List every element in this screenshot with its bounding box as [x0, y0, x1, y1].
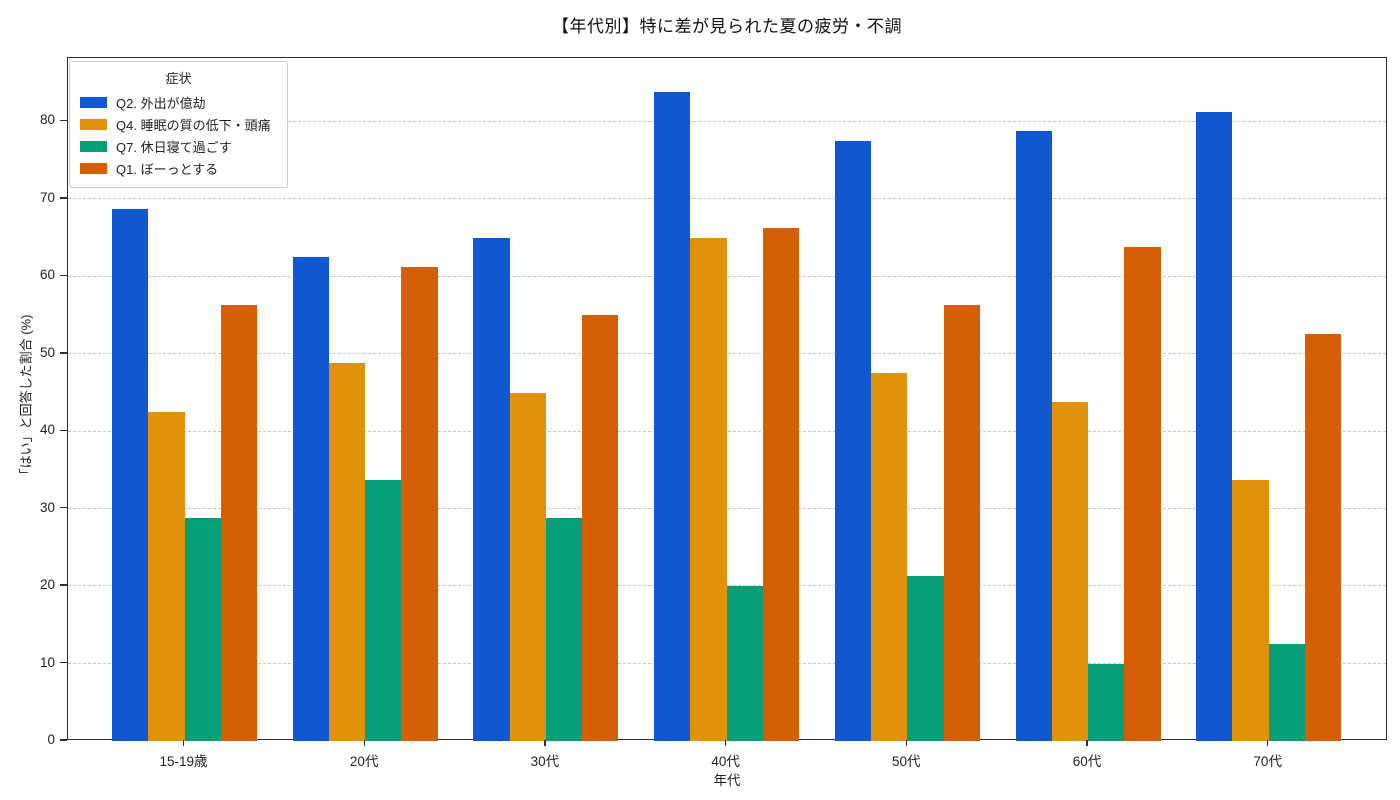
ytick-label-70: 70 [39, 189, 55, 205]
bar-15-19歳-Q2. 外出が億劫 [112, 208, 149, 741]
xtick-label-70代: 70代 [1253, 754, 1282, 769]
ytick-mark-30 [60, 506, 67, 509]
bar-20代-Q2. 外出が億劫 [292, 257, 329, 741]
bar-15-19歳-Q1. ぼーっとする [220, 305, 257, 741]
legend-item: Q2. 外出が億劫 [80, 91, 277, 113]
bar-40代-Q7. 休日寝て過ごす [726, 586, 763, 741]
bar-50代-Q1. ぼーっとする [943, 305, 980, 741]
ytick-label-0: 0 [47, 732, 55, 747]
legend-items: Q2. 外出が億劫 Q4. 睡眠の質の低下・頭痛 Q7. 休日寝て過ごす Q1. ぼー… [80, 91, 277, 179]
legend: 症状 Q2. 外出が億劫 Q4. 睡眠の質の低下・頭痛 Q7. 休日寝て過ごす Q1.… [69, 61, 288, 188]
ytick-label-80: 80 [39, 112, 55, 128]
ytick-mark-20 [60, 584, 67, 586]
bar-30代-Q7. 休日寝て過ごす [545, 518, 583, 741]
bar-40代-Q1. ぼーっとする [762, 227, 800, 741]
xtick-mark-70代 [1267, 740, 1269, 746]
bar-40代-Q2. 外出が億劫 [654, 92, 691, 741]
gridline-y-20 [68, 585, 1386, 587]
ytick-label-10: 10 [39, 654, 55, 670]
gridline-y-30 [68, 507, 1386, 509]
ytick-label-50: 50 [39, 344, 55, 360]
ytick-label-20: 20 [39, 577, 55, 593]
ytick-label-40: 40 [39, 422, 55, 438]
xtick-mark-60代 [1086, 740, 1088, 746]
gridline-y-60 [68, 275, 1386, 277]
xtick-mark-20代 [363, 740, 365, 746]
bar-50代-Q4. 睡眠の質の低下・頭痛 [871, 373, 908, 741]
bar-60代-Q7. 休日寝て過ごす [1088, 663, 1125, 741]
x-axis-label: 年代 [713, 773, 741, 788]
plot-area [67, 57, 1387, 741]
legend-item-label: Q7. 休日寝て過ごす [116, 139, 232, 155]
ytick-mark-70 [60, 197, 67, 199]
xtick-mark-50代 [905, 740, 907, 746]
gridline-y-70 [68, 198, 1386, 200]
legend-item-label: Q2. 外出が億劫 [116, 95, 206, 111]
legend-swatch-icon [80, 118, 107, 130]
y-axis-label: 「はい」と回答した割合 (%) [18, 314, 34, 482]
bar-20代-Q4. 睡眠の質の低下・頭痛 [328, 363, 366, 741]
bar-30代-Q1. ぼーっとする [582, 315, 619, 741]
legend-swatch-icon [80, 96, 107, 108]
ytick-mark-60 [60, 274, 67, 277]
ytick-mark-40 [60, 429, 67, 431]
gridline-y-40 [68, 430, 1386, 432]
bar-30代-Q4. 睡眠の質の低下・頭痛 [509, 392, 546, 741]
legend-item: Q1. ぼーっとする [80, 157, 277, 179]
xtick-label-30代: 30代 [530, 754, 560, 769]
gridline-y-80 [68, 120, 1386, 122]
bar-15-19歳-Q4. 睡眠の質の低下・頭痛 [148, 411, 185, 741]
legend-title: 症状 [165, 71, 192, 86]
ytick-mark-80 [60, 119, 67, 122]
xtick-label-40代: 40代 [711, 754, 740, 769]
xtick-mark-15-19歳 [182, 740, 185, 746]
legend-swatch-icon [80, 162, 107, 174]
bar-20代-Q1. ぼーっとする [401, 266, 438, 741]
bar-60代-Q1. ぼーっとする [1124, 247, 1161, 741]
xtick-label-60代: 60代 [1072, 754, 1102, 769]
ytick-label-30: 30 [39, 499, 55, 515]
chart-title: 【年代別】特に差が見られた夏の疲労・不調 [552, 17, 902, 36]
ytick-label-60: 60 [39, 267, 55, 283]
bar-30代-Q2. 外出が億劫 [473, 237, 510, 741]
bar-40代-Q4. 睡眠の質の低下・頭痛 [690, 237, 727, 741]
legend-item-label: Q1. ぼーっとする [116, 161, 219, 177]
xtick-mark-30代 [544, 740, 546, 746]
bar-70代-Q4. 睡眠の質の低下・頭痛 [1232, 479, 1269, 741]
legend-item: Q4. 睡眠の質の低下・頭痛 [80, 113, 277, 135]
bar-20代-Q7. 休日寝て過ごす [365, 479, 402, 741]
bar-70代-Q1. ぼーっとする [1304, 334, 1342, 741]
bar-60代-Q4. 睡眠の質の低下・頭痛 [1051, 402, 1088, 741]
xtick-label-15-19歳: 15-19歳 [159, 754, 208, 769]
ytick-mark-0 [60, 739, 67, 741]
ytick-mark-50 [60, 352, 67, 354]
xtick-label-20代: 20代 [349, 754, 379, 769]
gridline-y-50 [68, 353, 1386, 355]
bar-50代-Q2. 外出が億劫 [834, 140, 872, 741]
ytick-mark-10 [60, 661, 67, 664]
legend-item-label: Q4. 睡眠の質の低下・頭痛 [116, 117, 271, 133]
bar-70代-Q2. 外出が億劫 [1196, 111, 1233, 741]
xtick-label-50代: 50代 [892, 754, 921, 769]
bar-50代-Q7. 休日寝て過ごす [907, 576, 944, 741]
legend-swatch-icon [80, 140, 107, 152]
xtick-mark-40代 [724, 740, 727, 746]
bar-60代-Q2. 外出が億劫 [1015, 131, 1052, 741]
legend-item: Q7. 休日寝て過ごす [80, 135, 277, 157]
bar-70代-Q7. 休日寝て過ごす [1268, 644, 1305, 741]
bar-15-19歳-Q7. 休日寝て過ごす [184, 518, 221, 741]
